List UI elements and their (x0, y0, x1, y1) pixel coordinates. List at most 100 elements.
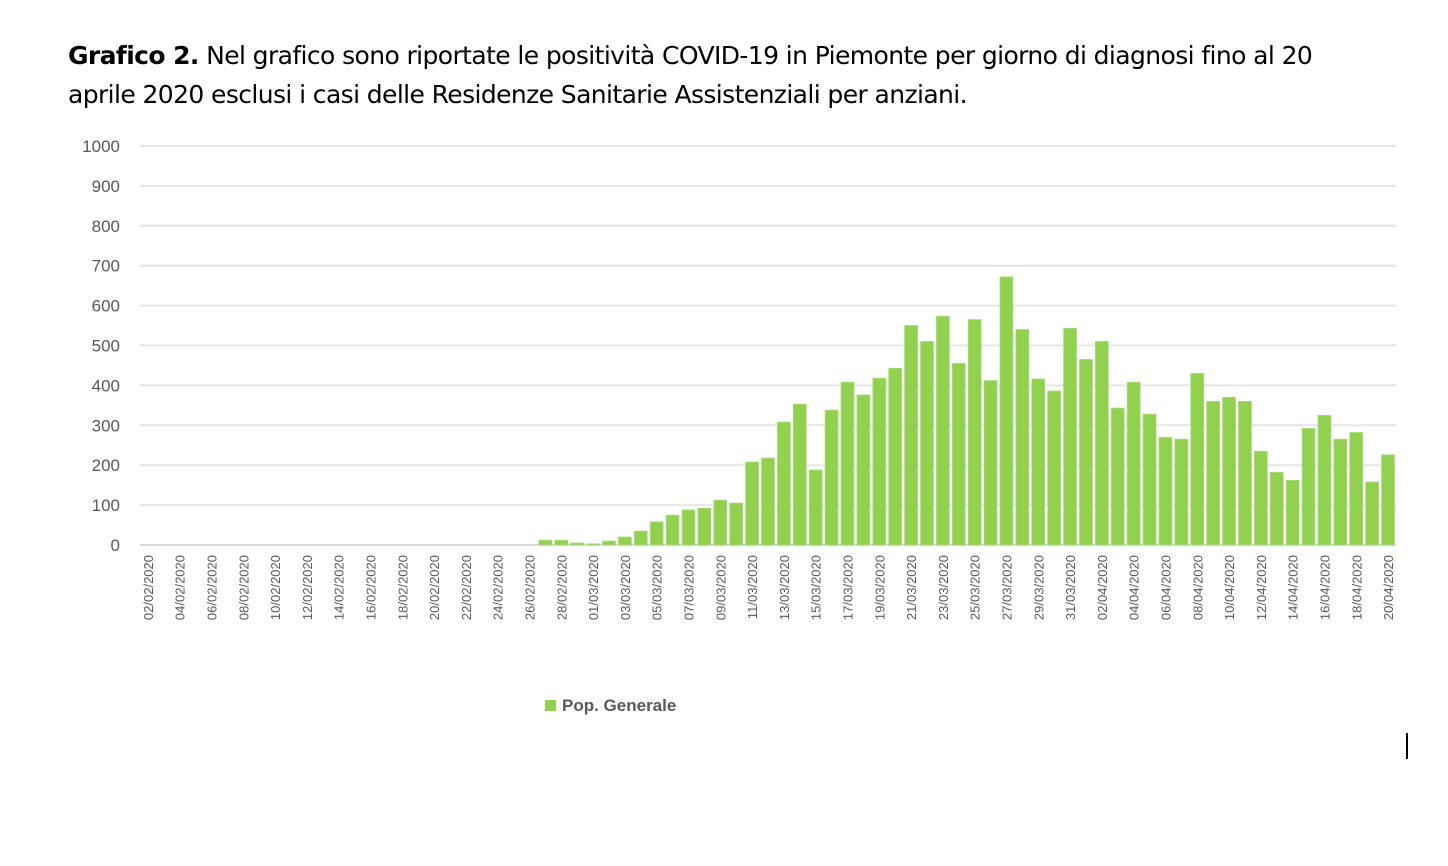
x-tick-label: 03/03/2020 (618, 555, 633, 620)
x-tick-label: 01/03/2020 (586, 555, 601, 620)
x-tick-label: 16/04/2020 (1317, 555, 1332, 620)
bar (1142, 413, 1157, 546)
x-tick-label: 18/04/2020 (1349, 555, 1364, 620)
bar (1254, 450, 1268, 546)
bar (920, 341, 934, 546)
y-tick-label: 600 (92, 297, 120, 316)
x-tick-label: 27/03/2020 (999, 555, 1014, 620)
bar (665, 514, 680, 546)
x-tick-label: 05/03/2020 (650, 555, 665, 620)
y-tick-label: 500 (92, 337, 120, 356)
bar (967, 319, 982, 546)
bar (1047, 390, 1062, 546)
bar (888, 367, 903, 546)
bar (649, 521, 664, 546)
x-tick-label: 11/03/2020 (745, 555, 760, 619)
x-tick-label: 12/04/2020 (1254, 555, 1269, 620)
x-tick-label: 18/02/2020 (395, 555, 410, 620)
bar (1269, 471, 1284, 546)
x-tick-label: 12/02/2020 (300, 555, 315, 620)
x-tick-label: 04/04/2020 (1127, 555, 1142, 620)
bar (792, 403, 807, 546)
y-tick-label: 900 (92, 177, 120, 196)
x-tick-label: 20/02/2020 (427, 555, 442, 620)
y-tick-label: 700 (92, 257, 120, 276)
legend-label: Pop. Generale (562, 696, 676, 715)
bar (1031, 378, 1046, 546)
bar (872, 377, 887, 546)
bar (1190, 373, 1205, 546)
x-tick-label: 09/03/2020 (713, 555, 728, 620)
x-tick-label: 14/02/2020 (332, 555, 347, 620)
bar (951, 363, 966, 546)
y-tick-label: 1000 (82, 137, 120, 156)
bar (1079, 359, 1093, 546)
x-tick-label: 26/02/2020 (523, 555, 538, 620)
x-tick-label: 06/04/2020 (1158, 555, 1173, 620)
x-tick-label: 13/03/2020 (777, 555, 792, 620)
x-tick-label: 23/03/2020 (936, 555, 951, 620)
x-tick-label: 06/02/2020 (205, 555, 220, 620)
x-tick-label: 07/03/2020 (682, 555, 697, 620)
x-tick-label: 10/02/2020 (268, 555, 283, 620)
bar (713, 499, 728, 546)
x-tick-label: 20/04/2020 (1381, 555, 1396, 620)
bar (999, 276, 1014, 546)
bar (1381, 454, 1395, 546)
legend-swatch (545, 700, 556, 711)
bar (1301, 428, 1316, 546)
x-tick-label: 17/03/2020 (840, 555, 855, 620)
y-tick-label: 300 (92, 416, 120, 435)
x-tick-label: 15/03/2020 (809, 555, 824, 620)
bar (554, 539, 569, 546)
x-tick-label: 24/02/2020 (491, 555, 506, 620)
x-tick-label: 08/02/2020 (236, 555, 251, 620)
x-tick-label: 21/03/2020 (904, 555, 919, 620)
bar (840, 381, 855, 546)
y-tick-label: 800 (92, 217, 120, 236)
y-tick-label: 100 (92, 496, 120, 515)
bar (1285, 479, 1300, 546)
x-tick-label: 02/02/2020 (141, 555, 156, 620)
bar (618, 536, 632, 546)
x-tick-label: 22/02/2020 (459, 555, 474, 620)
bar (1349, 432, 1364, 546)
x-tick-label: 10/04/2020 (1222, 555, 1237, 620)
bar (602, 540, 616, 546)
bar (745, 461, 759, 546)
bar (1317, 414, 1332, 546)
x-tick-label: 02/04/2020 (1095, 555, 1110, 620)
bar (681, 509, 696, 546)
x-tick-label: 08/04/2020 (1190, 555, 1205, 620)
x-tick-label: 04/02/2020 (173, 555, 188, 620)
bar (1158, 436, 1173, 546)
bar (936, 315, 950, 546)
bar (808, 469, 823, 546)
x-tick-label: 14/04/2020 (1286, 555, 1301, 620)
chart-caption: Grafico 2. Nel grafico sono riportate le… (68, 36, 1368, 114)
x-tick-label: 16/02/2020 (364, 555, 379, 620)
bar (570, 542, 585, 546)
bar (904, 325, 918, 546)
bar (824, 409, 839, 546)
caption-label: Grafico 2. (68, 41, 199, 70)
bar (983, 380, 998, 546)
bar (777, 421, 791, 546)
bar (1238, 400, 1252, 546)
bar (1063, 327, 1077, 546)
bar (1333, 438, 1348, 546)
x-tick-label: 31/03/2020 (1063, 555, 1078, 620)
bar (586, 543, 600, 546)
bar (538, 539, 553, 546)
bar (1095, 341, 1109, 546)
bar (1365, 481, 1380, 546)
bar (1206, 400, 1221, 546)
bar (1015, 329, 1030, 546)
bar (1110, 407, 1125, 546)
bar (697, 507, 712, 546)
y-tick-label: 0 (111, 536, 120, 555)
bar (856, 394, 871, 546)
bar (1126, 381, 1141, 546)
y-tick-label: 200 (92, 456, 120, 475)
